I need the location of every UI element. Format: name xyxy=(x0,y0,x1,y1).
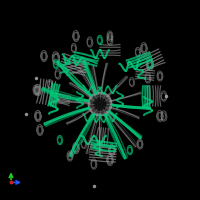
Circle shape xyxy=(94,98,106,110)
